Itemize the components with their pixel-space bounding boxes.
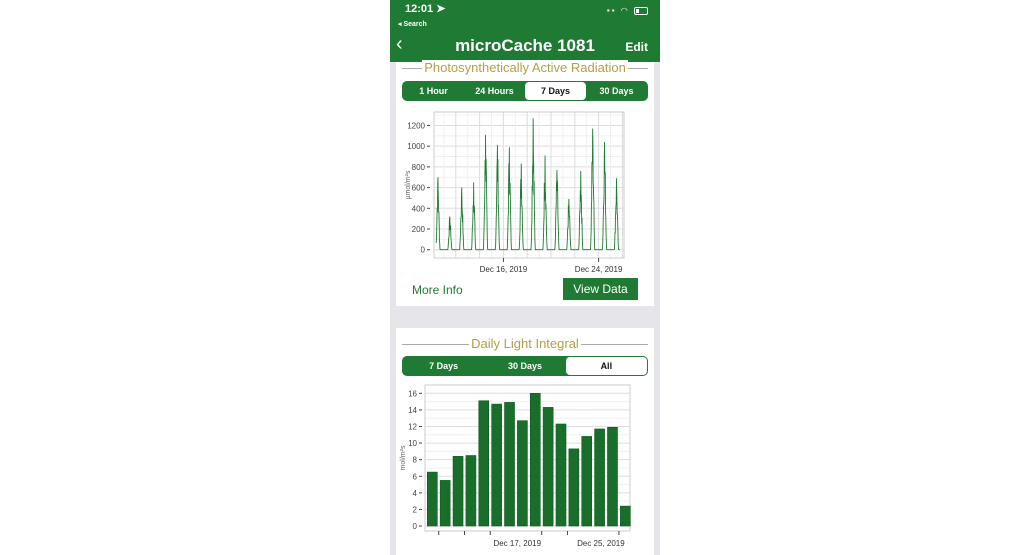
tab-all[interactable]: All [565, 357, 647, 375]
dli-bar [465, 455, 477, 527]
dli-range-tabs: 7 Days 30 Days All [402, 356, 648, 376]
phone-screen: 12:01 ➤ ◂ Search ▪▪ ◠ ‹ microCache 1081 … [390, 0, 660, 555]
signal-icon: ▪▪ [606, 6, 617, 15]
y-tick-label: 800 [412, 163, 426, 172]
back-to-search-link[interactable]: ◂ Search [398, 21, 427, 28]
y-tick-label: 2 [413, 505, 418, 514]
dli-bar [568, 448, 580, 527]
dli-bar [478, 400, 490, 527]
y-tick-label: 4 [413, 489, 418, 498]
y-tick-label: 1200 [407, 121, 425, 130]
par-title-text: Photosynthetically Active Radiation [422, 60, 628, 75]
y-tick-label: 10 [408, 439, 417, 448]
dli-title-text: Daily Light Integral [469, 336, 581, 351]
page-title: microCache 1081 [455, 36, 595, 55]
dli-title: Daily Light Integral [402, 336, 648, 351]
y-tick-label: 12 [408, 422, 417, 431]
battery-icon [634, 6, 648, 15]
y-tick-label: 8 [413, 456, 418, 465]
y-tick-label: 600 [412, 184, 426, 193]
y-tick-label: 200 [412, 225, 426, 234]
par-series-line [435, 118, 620, 251]
x-tick-label: Dec 24, 2019 [575, 265, 623, 274]
x-tick-label: Dec 25, 2019 [577, 539, 625, 548]
tab-7-days[interactable]: 7 Days [525, 82, 586, 100]
y-axis-label: µmol/m²s [405, 170, 412, 199]
y-tick-label: 400 [412, 204, 426, 213]
dli-bar [581, 436, 593, 527]
y-tick-label: 6 [413, 472, 418, 481]
tab-30-days[interactable]: 30 Days [507, 361, 542, 371]
status-icons: ▪▪ ◠ [607, 6, 648, 15]
dli-bar [452, 456, 464, 527]
dli-card: Daily Light Integral 7 Days 30 Days All … [396, 328, 654, 555]
dli-bar [529, 392, 541, 527]
dli-bar [517, 420, 528, 527]
par-chart: 1200 1000 800 600 400 200 0 µmol/m²s Dec 16, 201… [405, 111, 625, 274]
dli-bar [542, 407, 554, 527]
x-tick-label: Dec 16, 2019 [480, 265, 528, 274]
y-tick-label: 14 [408, 406, 417, 415]
chevron-left-icon[interactable]: ‹ [396, 33, 403, 55]
dli-bar [555, 423, 567, 527]
y-tick-label: 0 [413, 522, 418, 531]
view-data-button[interactable]: View Data [563, 278, 638, 300]
y-tick-label: 16 [408, 389, 417, 398]
tab-24-hours[interactable]: 24 Hours [475, 86, 514, 96]
nav-header: 12:01 ➤ ◂ Search ▪▪ ◠ ‹ microCache 1081 … [390, 0, 660, 62]
dli-bar [504, 402, 515, 527]
status-time: 12:01 ➤ [405, 3, 446, 15]
dli-bar [594, 428, 605, 527]
dli-bar [491, 403, 502, 527]
par-card: Photosynthetically Active Radiation 1 Ho… [396, 60, 654, 306]
more-info-link[interactable]: More Info [412, 283, 463, 297]
dli-bar [607, 427, 618, 527]
y-tick-label: 1000 [407, 142, 425, 151]
tab-7-days[interactable]: 7 Days [429, 361, 459, 371]
tab-30-days[interactable]: 30 Days [599, 86, 634, 96]
plot-frame [433, 111, 625, 259]
dli-bar [426, 471, 438, 527]
x-tick-label: Dec 17, 2019 [493, 539, 541, 548]
dli-chart: 16 14 12 10 8 6 4 2 0 mol/m²s Dec 17, 2019 Dec 25, … [400, 384, 631, 548]
par-title: Photosynthetically Active Radiation [402, 60, 648, 75]
wifi-icon: ◠ [620, 6, 630, 15]
tab-1-hour[interactable]: 1 Hour [419, 86, 448, 96]
dli-bar [439, 480, 451, 527]
y-tick-label: 0 [421, 246, 426, 255]
y-axis-label: mol/m²s [400, 445, 407, 470]
edit-button[interactable]: Edit [625, 40, 648, 54]
dli-bar [620, 505, 631, 527]
plot-frame [424, 384, 631, 532]
par-range-tabs: 1 Hour 24 Hours 7 Days 30 Days [402, 81, 648, 101]
